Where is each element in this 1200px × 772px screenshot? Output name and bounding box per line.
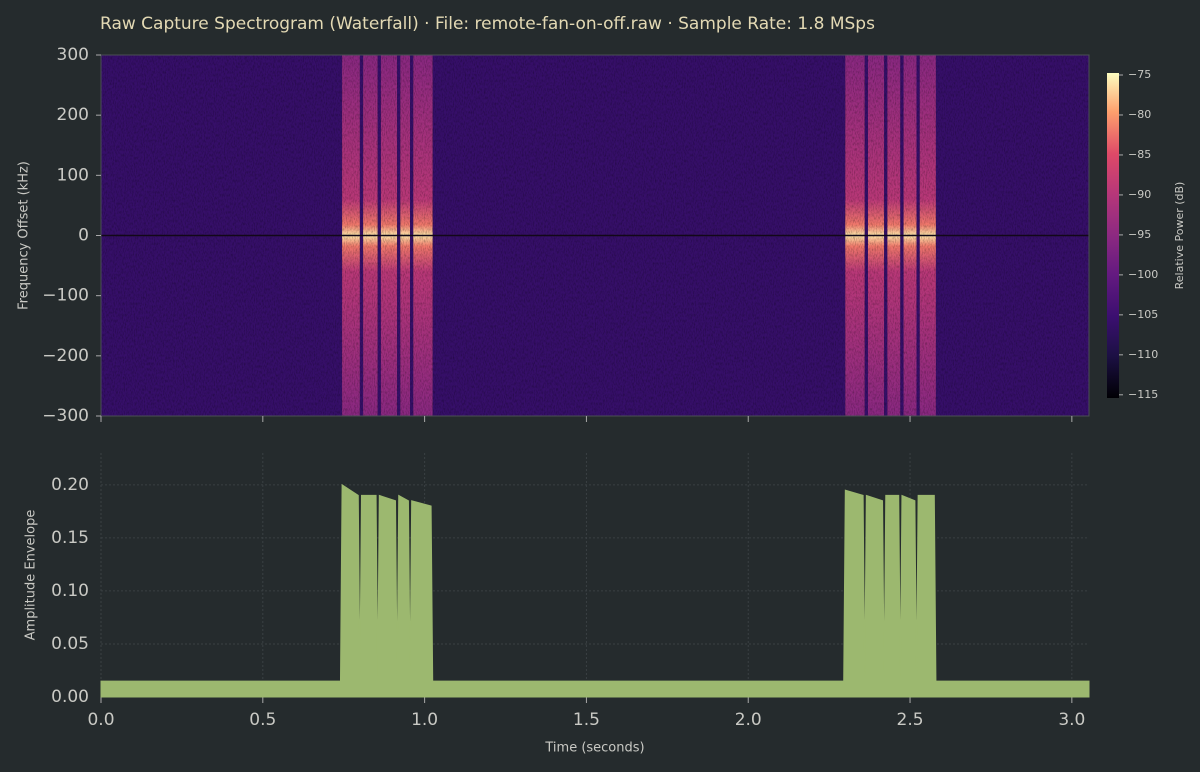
colorbar-tick-label: −95 <box>1128 228 1151 241</box>
y-tick-label: 200 <box>57 105 89 125</box>
y-tick-label: 0.10 <box>51 581 89 601</box>
y-tick-label: −200 <box>42 346 89 366</box>
x-tick-label: 2.0 <box>735 710 762 730</box>
colorbar <box>1107 73 1119 398</box>
x-tick-label: 1.5 <box>573 710 600 730</box>
chart-title: Raw Capture Spectrogram (Waterfall) · Fi… <box>100 14 875 34</box>
colorbar-tick-label: −75 <box>1128 68 1151 81</box>
colorbar-tick-label: −115 <box>1128 388 1158 401</box>
y-tick-label: 0.05 <box>51 634 89 654</box>
x-tick-label: 2.5 <box>897 710 924 730</box>
y-tick-label: 0.00 <box>51 687 89 707</box>
y-tick-label: 300 <box>57 45 89 65</box>
y-axis-label: Amplitude Envelope <box>24 510 39 641</box>
y-tick-label: −100 <box>42 286 89 306</box>
envelope-area <box>100 483 1090 698</box>
colorbar-tick-label: −100 <box>1128 268 1158 281</box>
colorbar-label: Relative Power (dB) <box>1173 182 1186 290</box>
x-axis-label: Time (seconds) <box>544 741 644 756</box>
colorbar-tick-label: −80 <box>1128 108 1151 121</box>
x-tick-label: 1.0 <box>411 710 438 730</box>
colorbar-tick-label: −85 <box>1128 148 1151 161</box>
x-tick-label: 3.0 <box>1058 710 1085 730</box>
x-tick-label: 0.5 <box>249 710 276 730</box>
colorbar-tick-label: −90 <box>1128 188 1151 201</box>
y-tick-label: 0.20 <box>51 475 89 495</box>
y-tick-label: −300 <box>42 406 89 426</box>
colorbar-tick-label: −105 <box>1128 308 1158 321</box>
colorbar-tick-label: −110 <box>1128 348 1158 361</box>
plots: −300 −200 −100 0 100 200 300 Frequency Offset (… <box>17 45 1187 756</box>
y-tick-label: 0.15 <box>51 528 89 548</box>
y-tick-label: 0 <box>78 226 89 246</box>
y-axis-label: Frequency Offset (kHz) <box>17 161 32 310</box>
y-tick-label: 100 <box>57 165 89 185</box>
x-tick-label: 0.0 <box>87 710 114 730</box>
